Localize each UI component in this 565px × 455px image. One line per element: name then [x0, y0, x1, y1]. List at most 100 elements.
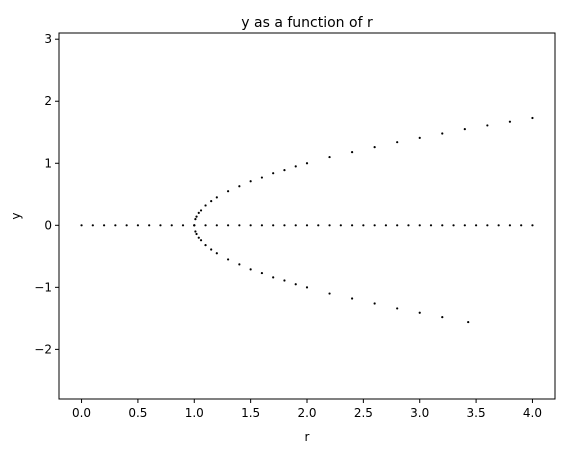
y-axis-label: y — [9, 212, 23, 219]
data-point — [148, 224, 151, 227]
data-point — [272, 276, 275, 279]
data-point — [91, 224, 94, 227]
x-tick-label: 3.5 — [467, 406, 486, 420]
data-point — [396, 224, 399, 227]
data-point — [114, 224, 117, 227]
data-point — [226, 258, 230, 261]
data-point — [520, 224, 523, 227]
data-point — [305, 224, 309, 227]
y-tick-label: −2 — [34, 342, 52, 356]
data-point — [508, 224, 512, 227]
data-point — [463, 128, 466, 131]
data-point — [260, 176, 264, 179]
data-point — [305, 162, 309, 165]
x-tick-label: 3.0 — [410, 406, 429, 420]
y-axis: −2 −1 0 1 2 3 — [34, 32, 59, 356]
chart-title: y as a function of r — [241, 15, 373, 31]
data-point — [531, 224, 534, 227]
data-point — [193, 224, 196, 227]
data-point — [226, 190, 230, 193]
data-point — [249, 268, 252, 271]
data-point — [181, 224, 185, 227]
data-point — [508, 120, 512, 123]
data-point — [467, 320, 470, 324]
y-tick-label: 0 — [44, 218, 52, 232]
data-point — [474, 224, 478, 227]
data-point — [215, 224, 218, 227]
data-point — [125, 224, 128, 227]
data-point — [80, 224, 83, 227]
data-point — [396, 141, 399, 144]
data-point — [260, 224, 264, 227]
x-tick-label: 4.0 — [523, 406, 542, 420]
data-point — [199, 239, 203, 242]
data-point — [317, 224, 320, 227]
data-point — [249, 180, 252, 183]
plot-frame — [58, 32, 556, 400]
data-point — [418, 224, 421, 227]
data-point — [197, 236, 200, 239]
data-point — [272, 172, 275, 175]
data-point — [238, 185, 241, 188]
data-point — [429, 224, 433, 227]
data-point — [373, 224, 376, 227]
data-point — [102, 224, 106, 227]
data-point — [260, 271, 264, 275]
x-tick-label: 1.5 — [241, 406, 260, 420]
data-point — [238, 263, 241, 266]
data-point — [294, 165, 297, 168]
data-point — [362, 224, 365, 227]
data-point — [441, 224, 444, 227]
data-point — [159, 224, 162, 227]
data-point — [194, 218, 197, 221]
y-tick-label: 1 — [44, 156, 52, 170]
data-point — [350, 297, 354, 300]
data-point — [373, 302, 376, 305]
y-tick-label: 3 — [44, 32, 52, 46]
plot-points — [80, 116, 534, 324]
data-point — [373, 146, 376, 149]
data-point — [283, 279, 286, 282]
data-point — [226, 224, 230, 227]
data-point — [339, 224, 342, 227]
data-point — [463, 224, 466, 227]
data-point — [328, 155, 331, 159]
data-point — [328, 292, 331, 295]
data-point — [204, 244, 207, 247]
data-point — [441, 316, 444, 319]
data-point — [283, 168, 286, 172]
y-tick-label: −1 — [34, 280, 52, 294]
data-point — [350, 151, 354, 154]
data-point — [199, 209, 203, 212]
data-point — [238, 224, 241, 227]
data-point — [384, 224, 388, 227]
data-point — [407, 224, 410, 227]
x-tick-label: 2.0 — [297, 406, 316, 420]
data-point — [249, 224, 252, 227]
data-point — [418, 311, 421, 314]
data-point — [418, 136, 421, 139]
x-axis: 0.0 0.5 1.0 1.5 2.0 2.5 3.0 3.5 4.0 — [72, 399, 542, 420]
data-point — [195, 215, 198, 218]
data-point — [497, 224, 500, 227]
x-tick-label: 0.5 — [128, 406, 147, 420]
data-point — [272, 224, 275, 227]
data-point — [305, 286, 309, 289]
data-point — [486, 124, 489, 127]
data-point — [194, 230, 197, 233]
data-point — [195, 232, 198, 236]
data-point — [210, 248, 213, 251]
data-point — [294, 224, 297, 227]
data-point — [204, 224, 207, 227]
x-tick-label: 1.0 — [185, 406, 204, 420]
data-point — [197, 211, 200, 214]
data-point — [283, 224, 286, 227]
data-point — [452, 224, 455, 227]
y-tick-label: 2 — [44, 94, 52, 108]
data-point — [486, 224, 489, 227]
data-point — [328, 224, 331, 227]
data-point — [136, 224, 140, 227]
data-point — [294, 283, 297, 286]
data-point — [350, 224, 354, 227]
